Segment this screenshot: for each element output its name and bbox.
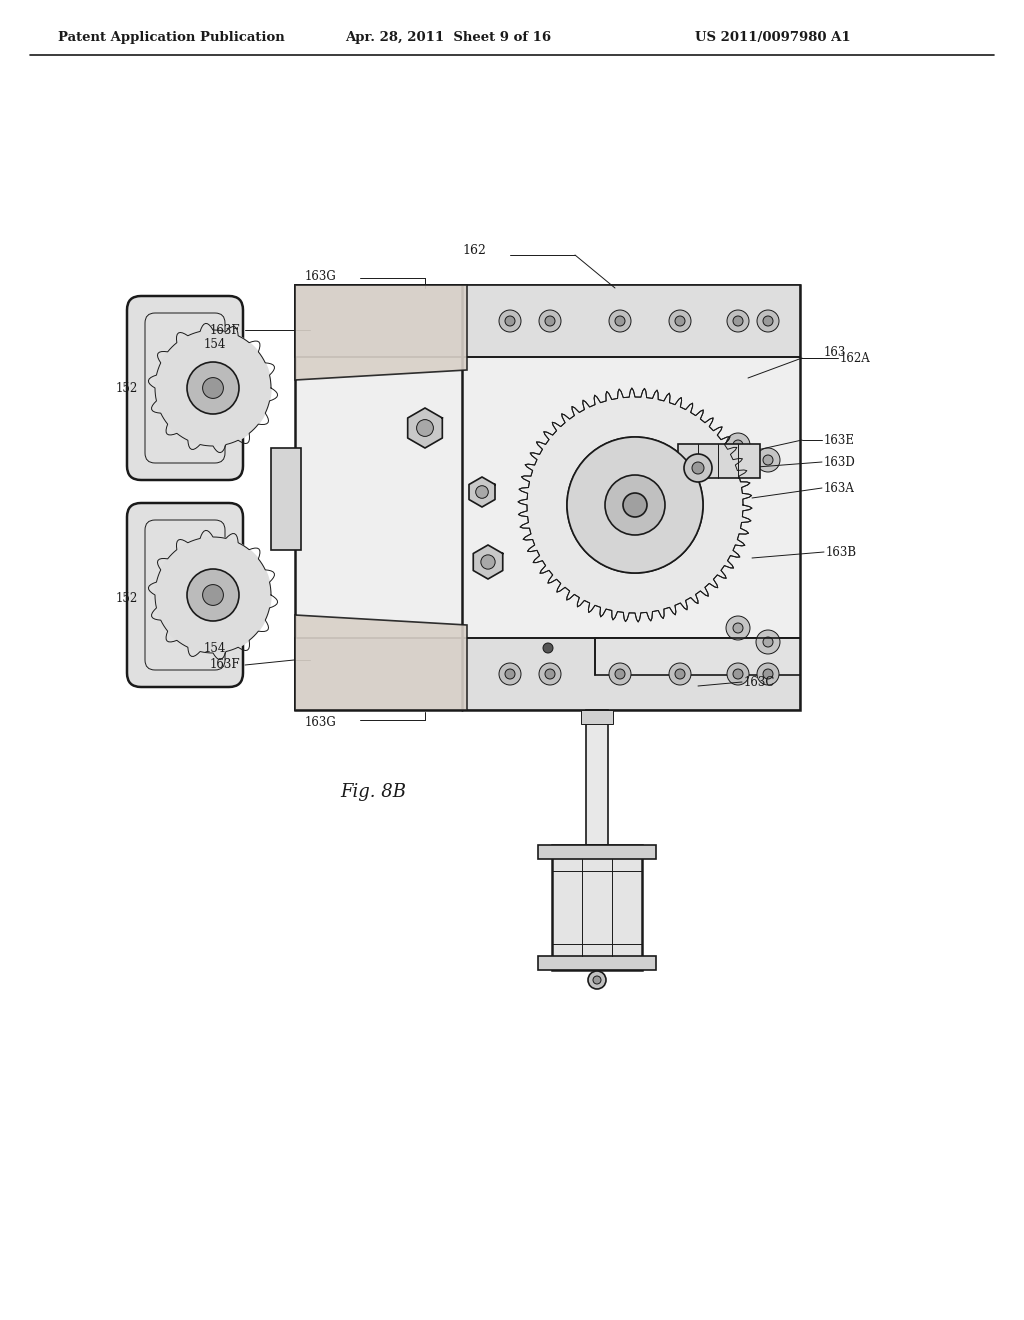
Text: Patent Application Publication: Patent Application Publication [58,32,285,45]
Circle shape [203,585,223,606]
Circle shape [733,315,743,326]
Circle shape [505,669,515,678]
Circle shape [684,454,712,482]
Text: 163G: 163G [305,269,337,282]
Text: 163: 163 [824,346,847,359]
Bar [586,710,608,845]
Circle shape [481,554,496,569]
Circle shape [605,475,665,535]
Text: Fig. 8B: Fig. 8B [340,783,406,801]
Bar [552,845,642,970]
Circle shape [623,492,647,517]
Text: 154: 154 [204,338,226,351]
Circle shape [545,669,555,678]
Circle shape [756,447,780,473]
Circle shape [155,330,271,446]
Text: 152: 152 [116,591,138,605]
Circle shape [187,362,239,414]
Circle shape [669,310,691,333]
Circle shape [763,638,773,647]
Bar [678,444,760,478]
Circle shape [155,537,271,653]
Circle shape [733,440,743,450]
Circle shape [675,315,685,326]
Circle shape [669,663,691,685]
Bar [295,285,800,356]
Circle shape [727,310,749,333]
Circle shape [763,455,773,465]
Circle shape [417,420,433,437]
Polygon shape [295,285,467,380]
Bar [295,638,800,710]
Text: 163E: 163E [824,433,855,446]
Circle shape [527,397,743,612]
Circle shape [527,397,743,612]
Bar [538,845,656,859]
Circle shape [499,663,521,685]
Text: Apr. 28, 2011  Sheet 9 of 16: Apr. 28, 2011 Sheet 9 of 16 [345,32,551,45]
Circle shape [763,669,773,678]
Circle shape [476,486,488,498]
Circle shape [615,669,625,678]
Bar [271,447,301,550]
Circle shape [692,462,705,474]
Circle shape [615,315,625,326]
Circle shape [588,972,606,989]
Text: 154: 154 [204,642,226,655]
Circle shape [733,669,743,678]
Circle shape [539,663,561,685]
Text: 152: 152 [116,381,138,395]
Polygon shape [469,477,495,507]
Bar [295,285,800,710]
Circle shape [203,378,223,399]
Circle shape [543,643,553,653]
Text: US 2011/0097980 A1: US 2011/0097980 A1 [695,32,851,45]
Bar [595,638,800,675]
Circle shape [545,315,555,326]
Circle shape [567,437,703,573]
FancyBboxPatch shape [127,503,243,686]
Circle shape [733,623,743,634]
Text: 163C: 163C [744,676,775,689]
Text: 162A: 162A [840,351,870,364]
Polygon shape [473,545,503,579]
Circle shape [675,669,685,678]
Circle shape [623,492,647,517]
Circle shape [726,616,750,640]
Circle shape [609,663,631,685]
Circle shape [499,310,521,333]
Text: 163F: 163F [210,659,241,672]
Text: 162: 162 [462,243,485,256]
Circle shape [757,310,779,333]
Bar [581,710,613,723]
Circle shape [593,975,601,983]
FancyBboxPatch shape [127,296,243,480]
Circle shape [539,310,561,333]
Polygon shape [408,408,442,447]
Polygon shape [295,615,467,710]
Bar [538,956,656,970]
Text: 163B: 163B [826,545,857,558]
Circle shape [757,663,779,685]
Circle shape [567,437,703,573]
Circle shape [605,475,665,535]
Circle shape [727,663,749,685]
Circle shape [763,315,773,326]
Text: 163A: 163A [824,482,855,495]
Circle shape [756,630,780,653]
Text: 163G: 163G [305,715,337,729]
Circle shape [505,315,515,326]
Text: 163D: 163D [824,455,856,469]
Circle shape [726,433,750,457]
Circle shape [609,310,631,333]
Circle shape [187,569,239,620]
Text: 163F: 163F [210,323,241,337]
